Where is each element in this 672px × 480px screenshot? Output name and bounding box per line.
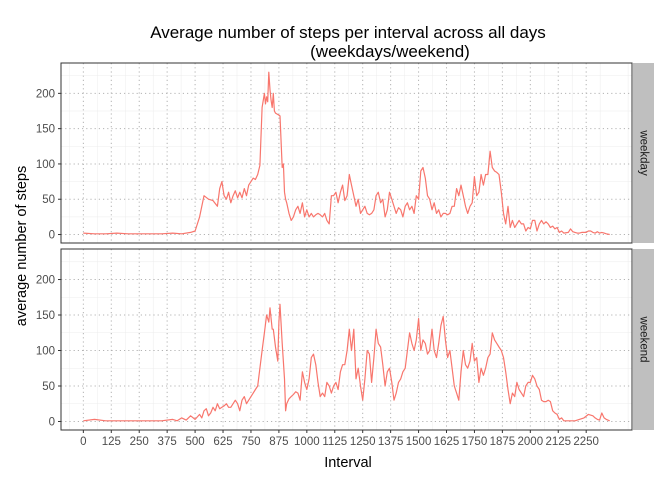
facet-strip-label: weekday xyxy=(637,129,649,176)
panel-weekend: 0 50 100 150 200 weekend xyxy=(36,248,654,431)
y-tick-label: 200 xyxy=(36,275,55,287)
panel-border xyxy=(60,248,633,431)
x-axis: 0 125 250 375 500 625 750 875 1000 1125 1250 1375 15… xyxy=(80,430,599,448)
panel-background xyxy=(61,63,632,243)
x-tick-label: 2000 xyxy=(518,436,544,448)
x-tick-label: 750 xyxy=(241,436,260,448)
x-tick-label: 1250 xyxy=(350,436,376,448)
y-axis-title: average number of steps xyxy=(14,166,30,326)
x-tick-label: 625 xyxy=(213,436,232,448)
y-tick-label: 100 xyxy=(36,159,55,171)
y-tick-label: 50 xyxy=(42,194,55,206)
x-axis-title: Interval xyxy=(324,455,372,471)
x-tick-label: 2125 xyxy=(545,436,571,448)
y-tick-label: 50 xyxy=(42,381,55,393)
x-tick-label: 1500 xyxy=(406,436,432,448)
y-tick-label: 0 xyxy=(49,230,55,242)
panel-border xyxy=(60,62,633,244)
x-tick-label: 875 xyxy=(269,436,288,448)
x-tick-label: 250 xyxy=(130,436,149,448)
x-tick-label: 1000 xyxy=(294,436,320,448)
facet-strip-label: weekend xyxy=(637,315,649,362)
x-tick-label: 1125 xyxy=(322,436,347,448)
x-tick-label: 1750 xyxy=(462,436,488,448)
panel-weekday: 0 50 100 150 200 weekday xyxy=(36,62,654,244)
y-tick-label: 150 xyxy=(36,310,55,322)
x-tick-label: 1625 xyxy=(434,436,460,448)
chart-title-line-2: (weekdays/weekend) xyxy=(310,42,470,61)
y-tick-label: 100 xyxy=(36,346,55,358)
series-line-weekday xyxy=(83,71,610,236)
x-tick-label: 1375 xyxy=(378,436,404,448)
facet-strip xyxy=(633,249,654,430)
chart-title-line-1: Average number of steps per interval acr… xyxy=(150,23,546,42)
x-tick-label: 2250 xyxy=(573,436,599,448)
series-line-weekend xyxy=(83,303,610,422)
y-tick-label: 0 xyxy=(49,416,55,428)
facet-strip xyxy=(633,63,654,243)
x-tick-label: 1875 xyxy=(490,436,516,448)
x-tick-label: 0 xyxy=(80,436,86,448)
x-tick-label: 500 xyxy=(185,436,204,448)
y-tick-label: 150 xyxy=(36,124,55,136)
y-tick-label: 200 xyxy=(36,88,55,100)
x-tick-label: 125 xyxy=(102,436,121,448)
panel-background xyxy=(61,249,632,430)
x-tick-label: 375 xyxy=(158,436,177,448)
